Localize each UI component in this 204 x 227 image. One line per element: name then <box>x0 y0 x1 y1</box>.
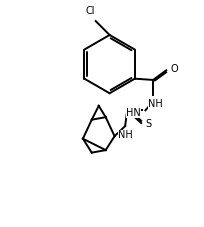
Text: S: S <box>145 119 152 129</box>
Text: Cl: Cl <box>85 7 95 17</box>
Text: O: O <box>171 64 178 74</box>
Text: NH: NH <box>148 99 162 109</box>
Text: HN: HN <box>126 108 141 118</box>
Text: NH: NH <box>118 130 133 140</box>
